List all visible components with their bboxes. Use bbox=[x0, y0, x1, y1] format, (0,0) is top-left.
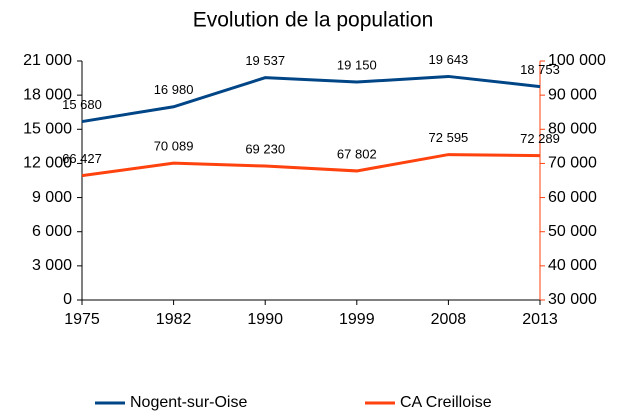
data-label: 70 089 bbox=[154, 139, 194, 154]
y-tick-label: 12 000 bbox=[23, 155, 72, 172]
data-label: 19 537 bbox=[245, 53, 285, 68]
y-tick-label: 6 000 bbox=[32, 223, 72, 240]
y2-tick-label: 30 000 bbox=[548, 291, 597, 308]
y2-tick-label: 100 000 bbox=[548, 52, 606, 69]
y-tick-label: 21 000 bbox=[23, 52, 72, 69]
x-tick-label: 1982 bbox=[156, 311, 192, 328]
y2-tick-label: 90 000 bbox=[548, 86, 597, 103]
legend-label: CA Creilloise bbox=[400, 394, 492, 411]
y2-tick-label: 80 000 bbox=[548, 121, 597, 138]
data-label: 18 753 bbox=[520, 62, 560, 77]
y-tick-label: 0 bbox=[63, 291, 72, 308]
data-label: 72 595 bbox=[429, 130, 469, 145]
x-tick-label: 1990 bbox=[247, 311, 283, 328]
y2-tick-label: 40 000 bbox=[548, 257, 597, 274]
data-label: 69 230 bbox=[245, 141, 285, 156]
y2-tick-label: 70 000 bbox=[548, 155, 597, 172]
data-label: 72 289 bbox=[520, 131, 560, 146]
series-line bbox=[81, 153, 541, 178]
data-label: 19 150 bbox=[337, 57, 377, 72]
x-tick-label: 2013 bbox=[522, 311, 558, 328]
y-tick-label: 15 000 bbox=[23, 121, 72, 138]
chart-title: Evolution de la population bbox=[193, 9, 434, 32]
y-tick-label: 18 000 bbox=[23, 86, 72, 103]
x-tick-label: 2008 bbox=[431, 311, 467, 328]
x-tick-label: 1999 bbox=[339, 311, 375, 328]
series-line bbox=[81, 74, 541, 124]
data-label: 19 643 bbox=[429, 52, 469, 67]
data-label: 67 802 bbox=[337, 146, 377, 161]
y2-tick-label: 60 000 bbox=[548, 189, 597, 206]
data-label: 66 427 bbox=[62, 151, 102, 166]
data-label: 15 680 bbox=[62, 97, 102, 112]
legend-label: Nogent-sur-Oise bbox=[130, 394, 247, 411]
y-tick-label: 3 000 bbox=[32, 257, 72, 274]
y2-tick-label: 50 000 bbox=[548, 223, 597, 240]
data-label: 16 980 bbox=[154, 82, 194, 97]
x-tick-label: 1975 bbox=[64, 311, 100, 328]
y-tick-label: 9 000 bbox=[32, 189, 72, 206]
